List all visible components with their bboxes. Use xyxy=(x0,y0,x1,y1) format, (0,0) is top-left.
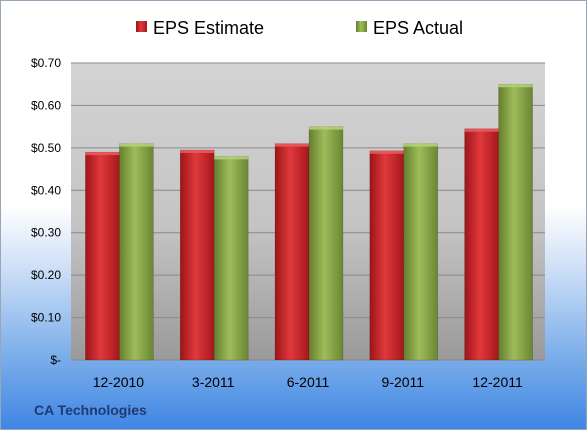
bar-actual-12-2010 xyxy=(119,143,154,361)
y-axis-ticks: $- $0.10 $0.20 $0.30 $0.40 $0.50 $0.60 $0.70 xyxy=(31,56,61,367)
bar-estimate-12-2010 xyxy=(85,151,120,361)
bar-top-highlight xyxy=(464,128,499,132)
bar-top-highlight xyxy=(498,84,533,88)
bar-top-highlight xyxy=(119,143,154,147)
y-tick-label: $0.70 xyxy=(31,56,61,70)
legend-swatch-actual xyxy=(356,21,367,32)
legend-label-estimate: EPS Estimate xyxy=(153,18,264,38)
x-tick-label: 3-2011 xyxy=(192,374,235,390)
y-tick-label: $0.10 xyxy=(31,311,61,325)
legend-swatch-estimate xyxy=(136,21,147,32)
y-tick-label: $0.60 xyxy=(31,98,61,112)
y-tick-label: $- xyxy=(50,353,61,367)
bar-top-highlight xyxy=(403,143,438,147)
y-tick-label: $0.20 xyxy=(31,268,61,282)
bar-estimate-3-2011 xyxy=(179,149,215,361)
x-tick-label: 12-2010 xyxy=(93,374,145,390)
bar-actual-9-2011 xyxy=(403,143,439,361)
bar-top-highlight xyxy=(369,150,404,154)
x-tick-label: 9-2011 xyxy=(382,374,425,390)
x-tick-label: 6-2011 xyxy=(287,374,330,390)
bar-estimate-12-2011 xyxy=(464,128,499,361)
bar-top-highlight xyxy=(214,156,249,160)
bar-actual-6-2011 xyxy=(308,126,344,361)
bar-top-highlight xyxy=(275,143,309,147)
y-tick-label: $0.40 xyxy=(31,183,61,197)
x-tick-label: 12-2011 xyxy=(472,374,523,390)
y-tick-label: $0.30 xyxy=(31,226,61,240)
bar-top-highlight xyxy=(309,126,343,130)
company-label: CA Technologies xyxy=(34,402,147,418)
bar-series xyxy=(85,83,533,361)
bar-actual-3-2011 xyxy=(213,156,249,361)
bar-top-highlight xyxy=(85,152,120,156)
x-axis-ticks: 12-2010 3-2011 6-2011 9-2011 12-2011 xyxy=(93,374,523,390)
bar-top-highlight xyxy=(180,149,215,153)
bar-estimate-6-2011 xyxy=(274,143,310,361)
legend: EPS Estimate EPS Actual xyxy=(136,18,463,38)
y-tick-label: $0.50 xyxy=(31,141,61,155)
legend-label-actual: EPS Actual xyxy=(373,18,463,38)
bar-actual-12-2011 xyxy=(498,83,533,361)
bar-estimate-9-2011 xyxy=(369,150,405,361)
